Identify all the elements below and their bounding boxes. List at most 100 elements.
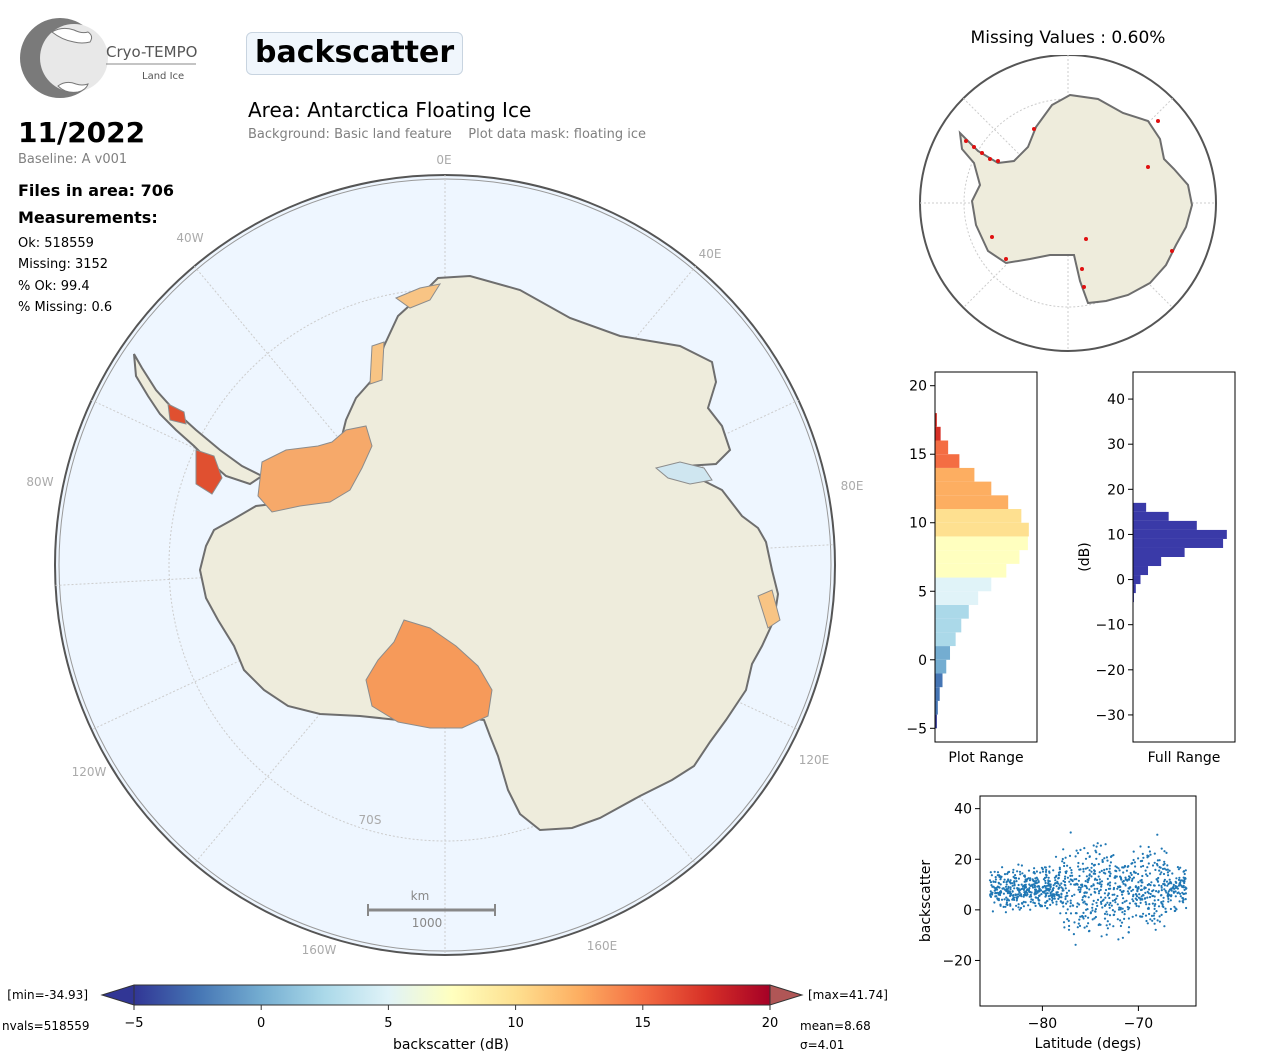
scatter-point (1175, 877, 1178, 880)
scatter-point (1027, 904, 1030, 907)
scatter-point (1105, 856, 1108, 859)
x-tick-label: −70 (1124, 1016, 1154, 1032)
scatter-point (1083, 926, 1086, 929)
scatter-point (1124, 878, 1127, 881)
scatter-point (1113, 893, 1116, 896)
scatter-point (1033, 886, 1036, 889)
mean-label: mean=8.68 (800, 1019, 871, 1033)
scatter-point (1046, 907, 1049, 910)
scatter-point (1146, 874, 1149, 878)
scatter-point (1048, 889, 1051, 892)
scatter-point (1018, 908, 1021, 911)
scatter-point (994, 892, 997, 895)
scatter-point (1174, 890, 1177, 893)
scatter-point (1032, 883, 1035, 886)
scatter-point (1157, 891, 1160, 894)
y-tick-label: 10 (909, 516, 927, 532)
scatter-point (1182, 870, 1185, 873)
scatter-point (1092, 844, 1095, 847)
scatter-point (1027, 869, 1031, 872)
scatter-point (1093, 917, 1096, 920)
scatter-point (1128, 876, 1132, 879)
scatter-point (1088, 888, 1091, 891)
scatter-point (1163, 888, 1166, 891)
scatter-point (1106, 913, 1109, 916)
scatter-point (1013, 883, 1016, 886)
scatter-point (1090, 866, 1093, 869)
scatter-point (1156, 864, 1159, 867)
scatter-point (1002, 880, 1005, 884)
scatter-point (1098, 890, 1101, 893)
scatter-point (1122, 897, 1125, 900)
scatter-point (1068, 854, 1072, 857)
scatter-point (1150, 881, 1153, 884)
scatter-point (1069, 878, 1072, 881)
scatter-point (1050, 899, 1054, 902)
scatter-point (1032, 880, 1035, 883)
scatter-point (1127, 926, 1131, 929)
scatter-point (1021, 902, 1024, 905)
scatter-point (1018, 891, 1021, 894)
scatter-point (1008, 890, 1011, 893)
scatter-point (1153, 852, 1156, 855)
scatter-point (1047, 883, 1050, 887)
scatter-point (1153, 861, 1156, 864)
y-tick-label: 5 (918, 584, 927, 600)
scatter-point (1087, 930, 1091, 933)
y-tick-label: 30 (1107, 437, 1125, 453)
scatter-point (1131, 898, 1134, 901)
scatter-point (1082, 917, 1085, 920)
scatter-point (1076, 902, 1079, 905)
scatter-point (1076, 905, 1079, 908)
scatter-point (1099, 896, 1103, 899)
scatter-point (1104, 843, 1107, 846)
scatter-point (1098, 923, 1101, 926)
scatter-point (1171, 872, 1174, 875)
histogram-bar (1133, 502, 1147, 512)
scatter-point (1081, 896, 1084, 899)
scatter-point (1037, 889, 1040, 892)
scatter-point (1044, 879, 1047, 882)
histogram-bar (935, 481, 992, 496)
scatter-point (1095, 851, 1098, 854)
ok-count: Ok: 518559 (18, 236, 94, 251)
scatter-point (1156, 879, 1159, 882)
scatter-point (1130, 873, 1133, 877)
colorbar-tick-label: 0 (257, 1016, 265, 1031)
scatter-point (1013, 898, 1016, 902)
scatter-point (1073, 878, 1076, 881)
scatter-point (996, 874, 999, 877)
scatter-point (1015, 896, 1018, 899)
scatter-point (990, 874, 993, 877)
scatter-point (1078, 874, 1081, 878)
scatter-point (1106, 877, 1109, 881)
scatter-point (1135, 895, 1139, 898)
scatter-point (1077, 922, 1080, 925)
colorbar-label: backscatter (dB) (393, 1037, 509, 1053)
colorbar-max-label: [max=41.74] (808, 988, 888, 1002)
scatter-point (1167, 900, 1170, 903)
logo: Cryo-TEMPO Land Ice (18, 16, 208, 100)
scatter-point (1153, 917, 1156, 920)
scatter-point (1145, 873, 1148, 876)
scatter-point (1077, 865, 1080, 868)
scatter-point (1125, 899, 1128, 902)
scatter-point (1117, 908, 1121, 911)
scatter-point (1082, 870, 1085, 873)
scatter-point (1155, 890, 1158, 893)
scatter-point (1164, 907, 1167, 910)
scatter-point (1168, 869, 1171, 872)
scatter-point (1099, 900, 1103, 904)
scatter-point (1048, 880, 1051, 883)
scatter-point (1169, 899, 1172, 902)
scatter-point (1076, 926, 1079, 929)
scatter-point (1067, 889, 1071, 892)
scatter-point (1142, 912, 1145, 915)
scatter-point (1147, 883, 1151, 886)
scatter-point (1177, 878, 1181, 882)
scatter-point (1165, 910, 1168, 914)
scatter-point (1116, 903, 1119, 906)
scatter-point (1092, 899, 1095, 903)
scatter-point (1181, 896, 1184, 900)
scatter-point (1137, 881, 1140, 884)
